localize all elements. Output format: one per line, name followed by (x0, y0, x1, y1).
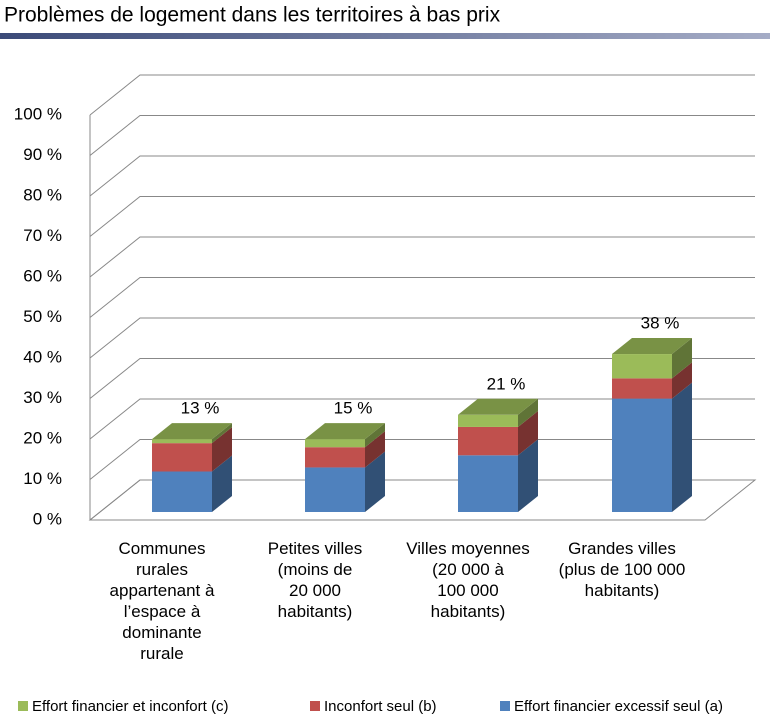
x-tick-label: Villes moyennes (20 000 à 100 000 habitants… (406, 539, 529, 621)
x-tick-line: habitants) (278, 602, 353, 621)
grid-line (89, 277, 755, 318)
bar-side (365, 431, 385, 468)
y-tick-label: 30 % (23, 388, 62, 407)
bar-side (518, 398, 538, 427)
legend-label: Effort financier excessif seul (a) (514, 698, 723, 715)
x-tick-line: Villes moyennes (406, 539, 529, 558)
bar-side (672, 338, 692, 379)
bar-side (212, 423, 232, 444)
x-tick-line: (plus de 100 000 (559, 560, 686, 579)
x-tick-line: habitants) (585, 581, 660, 600)
x-tick-line: 100 000 (437, 581, 498, 600)
title-rule (0, 33, 770, 39)
bar-top (152, 423, 232, 440)
x-tick-label: Communes rurales appartenant à l’espace à do… (110, 539, 215, 663)
legend-swatch (18, 701, 28, 711)
x-tick-line: l’espace à (124, 602, 201, 621)
bar-side (518, 439, 538, 512)
legend-swatch (500, 701, 510, 711)
y-tick-label: 20 % (23, 428, 62, 447)
grid-line (89, 317, 755, 359)
legend-label: Inconfort seul (b) (324, 698, 437, 715)
y-tick-label: 50 % (23, 307, 62, 326)
grid-line (89, 115, 755, 156)
bar (152, 443, 212, 472)
y-tick-label: 40 % (23, 347, 62, 366)
annotation: 13 % (181, 399, 220, 418)
y-tick-label: 70 % (23, 226, 62, 245)
grid-line (89, 74, 755, 116)
bar (458, 426, 518, 456)
y-tick-label: 100 % (14, 104, 62, 123)
y-tick-label: 90 % (23, 145, 62, 164)
bar (612, 354, 672, 379)
legend-swatch (310, 701, 320, 711)
annotation: 38 % (641, 314, 680, 333)
grid-line (89, 479, 755, 521)
x-tick-line: 20 000 (289, 581, 341, 600)
grid-line (89, 196, 755, 237)
bar (152, 471, 212, 512)
annotation: 15 % (334, 399, 373, 418)
grid-line (89, 358, 755, 399)
bar (612, 398, 672, 512)
y-tick-label: 10 % (23, 469, 62, 488)
x-tick-line: appartenant à (110, 581, 215, 600)
x-tick-label: Petites villes (moins de 20 000 habitants) (268, 539, 362, 621)
x-tick-label: Grandes villes (plus de 100 000 habitants) (559, 539, 686, 600)
x-tick-line: habitants) (431, 602, 506, 621)
x-tick-line: (moins de (278, 560, 353, 579)
bar (305, 439, 365, 448)
x-tick-line: rurales (136, 560, 188, 579)
x-tick-line: Grandes villes (568, 539, 676, 558)
x-tick-line: Petites villes (268, 539, 362, 558)
bar-side (212, 455, 232, 512)
bar (305, 467, 365, 512)
bar (612, 378, 672, 399)
annotation: 21 % (487, 374, 526, 393)
chart-title: Problèmes de logement dans les territoir… (4, 4, 501, 27)
y-tick-label: 60 % (23, 266, 62, 285)
bar-side (365, 451, 385, 512)
grid-line (89, 398, 755, 440)
x-tick-line: rurale (140, 644, 183, 663)
bar (305, 447, 365, 468)
bar-top (612, 338, 692, 355)
bar-side (212, 427, 232, 472)
y-tick-label: 0 % (33, 509, 62, 528)
grid-line (89, 155, 755, 197)
x-tick-line: Communes (119, 539, 206, 558)
bar-side (365, 423, 385, 448)
x-tick-line: dominante (122, 623, 201, 642)
bar-side (672, 382, 692, 512)
bar (458, 455, 518, 512)
bar (458, 414, 518, 427)
bar-top (458, 398, 538, 415)
grid-line (89, 439, 755, 480)
bar-side (518, 410, 538, 456)
bar (152, 439, 212, 444)
x-tick-line: (20 000 à (432, 560, 504, 579)
legend-label: Effort financier et inconfort (c) (32, 698, 228, 715)
bar-side (672, 362, 692, 399)
y-tick-label: 80 % (23, 185, 62, 204)
bar-top (305, 423, 385, 440)
grid-line (89, 236, 755, 278)
